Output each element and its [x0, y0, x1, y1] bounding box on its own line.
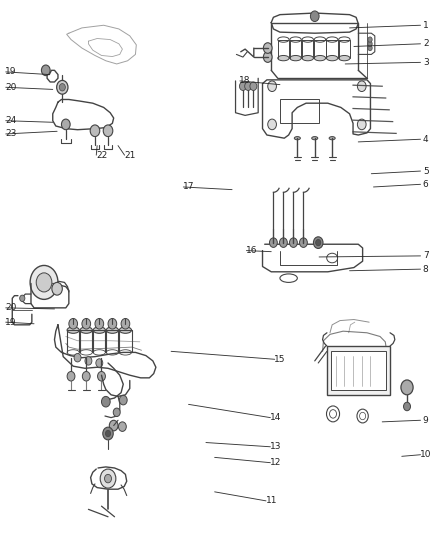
Text: 13: 13: [270, 442, 281, 451]
Text: 17: 17: [183, 182, 194, 191]
Circle shape: [82, 372, 90, 381]
Circle shape: [42, 65, 50, 76]
Bar: [280, 100, 319, 123]
Circle shape: [110, 420, 118, 431]
Circle shape: [245, 82, 252, 91]
Circle shape: [59, 84, 65, 91]
Circle shape: [90, 125, 100, 136]
Circle shape: [103, 427, 113, 440]
Circle shape: [316, 239, 321, 246]
Circle shape: [268, 119, 276, 130]
Text: 15: 15: [274, 355, 286, 364]
Circle shape: [36, 273, 52, 292]
Circle shape: [121, 318, 130, 329]
Circle shape: [102, 397, 110, 407]
Text: 10: 10: [420, 450, 431, 459]
Circle shape: [290, 238, 297, 247]
Text: 9: 9: [423, 416, 429, 425]
Circle shape: [74, 353, 81, 362]
Circle shape: [82, 318, 91, 329]
Circle shape: [279, 238, 287, 247]
Bar: [327, 346, 390, 395]
Text: 19: 19: [5, 318, 17, 327]
Text: 19: 19: [5, 67, 17, 76]
Circle shape: [268, 81, 276, 92]
Circle shape: [69, 318, 78, 329]
Ellipse shape: [93, 327, 106, 333]
Text: 20: 20: [5, 303, 17, 312]
Ellipse shape: [339, 55, 350, 61]
Circle shape: [106, 430, 111, 437]
Circle shape: [263, 43, 272, 53]
Circle shape: [357, 119, 366, 130]
Circle shape: [20, 295, 25, 302]
Text: 6: 6: [423, 180, 429, 189]
Ellipse shape: [312, 136, 318, 140]
Circle shape: [300, 238, 307, 247]
Text: 5: 5: [423, 166, 429, 175]
Ellipse shape: [119, 327, 131, 333]
Circle shape: [96, 359, 103, 367]
Circle shape: [108, 318, 117, 329]
Ellipse shape: [278, 55, 289, 61]
Circle shape: [100, 469, 116, 488]
Circle shape: [95, 318, 104, 329]
Circle shape: [401, 380, 413, 395]
Text: 3: 3: [423, 58, 429, 67]
Ellipse shape: [80, 327, 92, 333]
Circle shape: [52, 282, 62, 295]
Ellipse shape: [67, 327, 79, 333]
Text: 21: 21: [124, 151, 135, 160]
Circle shape: [311, 11, 319, 21]
Circle shape: [269, 238, 277, 247]
Circle shape: [85, 357, 92, 365]
Ellipse shape: [314, 55, 325, 61]
Text: 1: 1: [423, 21, 429, 30]
Circle shape: [67, 372, 75, 381]
Circle shape: [368, 45, 372, 51]
Text: 8: 8: [423, 265, 429, 273]
Circle shape: [105, 474, 112, 483]
Bar: [331, 351, 386, 390]
Circle shape: [368, 37, 372, 42]
Text: 16: 16: [246, 246, 258, 255]
Circle shape: [98, 372, 106, 381]
Ellipse shape: [294, 136, 300, 140]
Circle shape: [263, 52, 272, 62]
Text: 7: 7: [423, 252, 429, 261]
Circle shape: [368, 41, 372, 46]
Circle shape: [30, 265, 58, 300]
Circle shape: [57, 80, 68, 94]
Ellipse shape: [302, 55, 314, 61]
Text: 20: 20: [5, 83, 17, 92]
Ellipse shape: [326, 55, 338, 61]
Text: 22: 22: [96, 151, 107, 160]
Text: 23: 23: [5, 130, 17, 139]
Circle shape: [403, 402, 410, 411]
Circle shape: [357, 81, 366, 92]
Ellipse shape: [106, 327, 118, 333]
Text: 24: 24: [5, 116, 17, 125]
Ellipse shape: [329, 136, 335, 140]
Circle shape: [119, 395, 127, 405]
Circle shape: [61, 119, 70, 130]
Text: 14: 14: [270, 413, 281, 422]
Text: 12: 12: [270, 458, 281, 467]
Ellipse shape: [290, 55, 301, 61]
Circle shape: [250, 82, 257, 91]
Text: 18: 18: [239, 76, 251, 85]
Circle shape: [103, 125, 113, 136]
Circle shape: [314, 237, 323, 248]
Text: 4: 4: [423, 135, 428, 144]
Circle shape: [113, 408, 120, 417]
Text: 11: 11: [265, 496, 277, 505]
Circle shape: [118, 422, 126, 431]
Text: 2: 2: [423, 39, 428, 49]
Circle shape: [240, 82, 247, 91]
